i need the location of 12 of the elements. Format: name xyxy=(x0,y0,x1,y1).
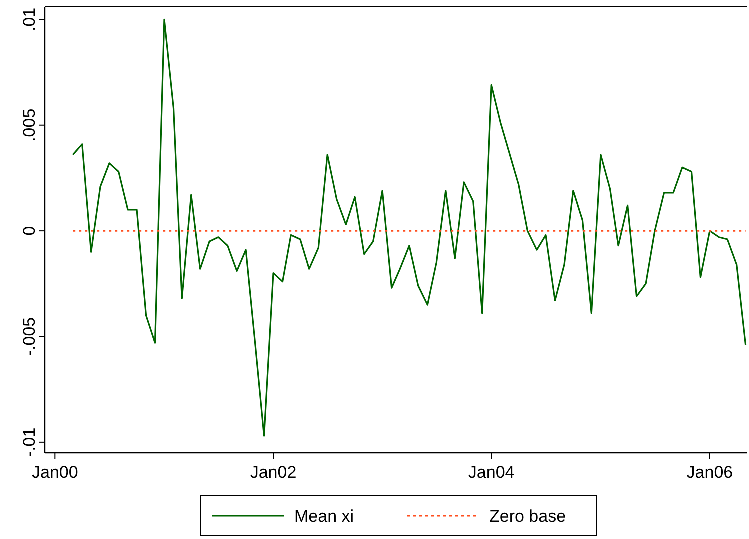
x-tick-label: Jan00 xyxy=(32,463,78,482)
y-tick-label: .005 xyxy=(20,108,39,142)
x-tick-label: Jan06 xyxy=(686,463,734,482)
legend-label: Zero base xyxy=(490,507,566,526)
y-tick-label: -.01 xyxy=(20,428,39,458)
y-tick-label: -.005 xyxy=(20,317,39,356)
x-tick-label: Jan04 xyxy=(468,463,515,482)
line-series xyxy=(72,18,747,437)
x-tick-label: Jan02 xyxy=(250,463,297,482)
legend-label: Mean xi xyxy=(294,507,354,526)
y-tick-label: 0 xyxy=(20,226,39,236)
y-tick-label: .01 xyxy=(20,8,39,32)
